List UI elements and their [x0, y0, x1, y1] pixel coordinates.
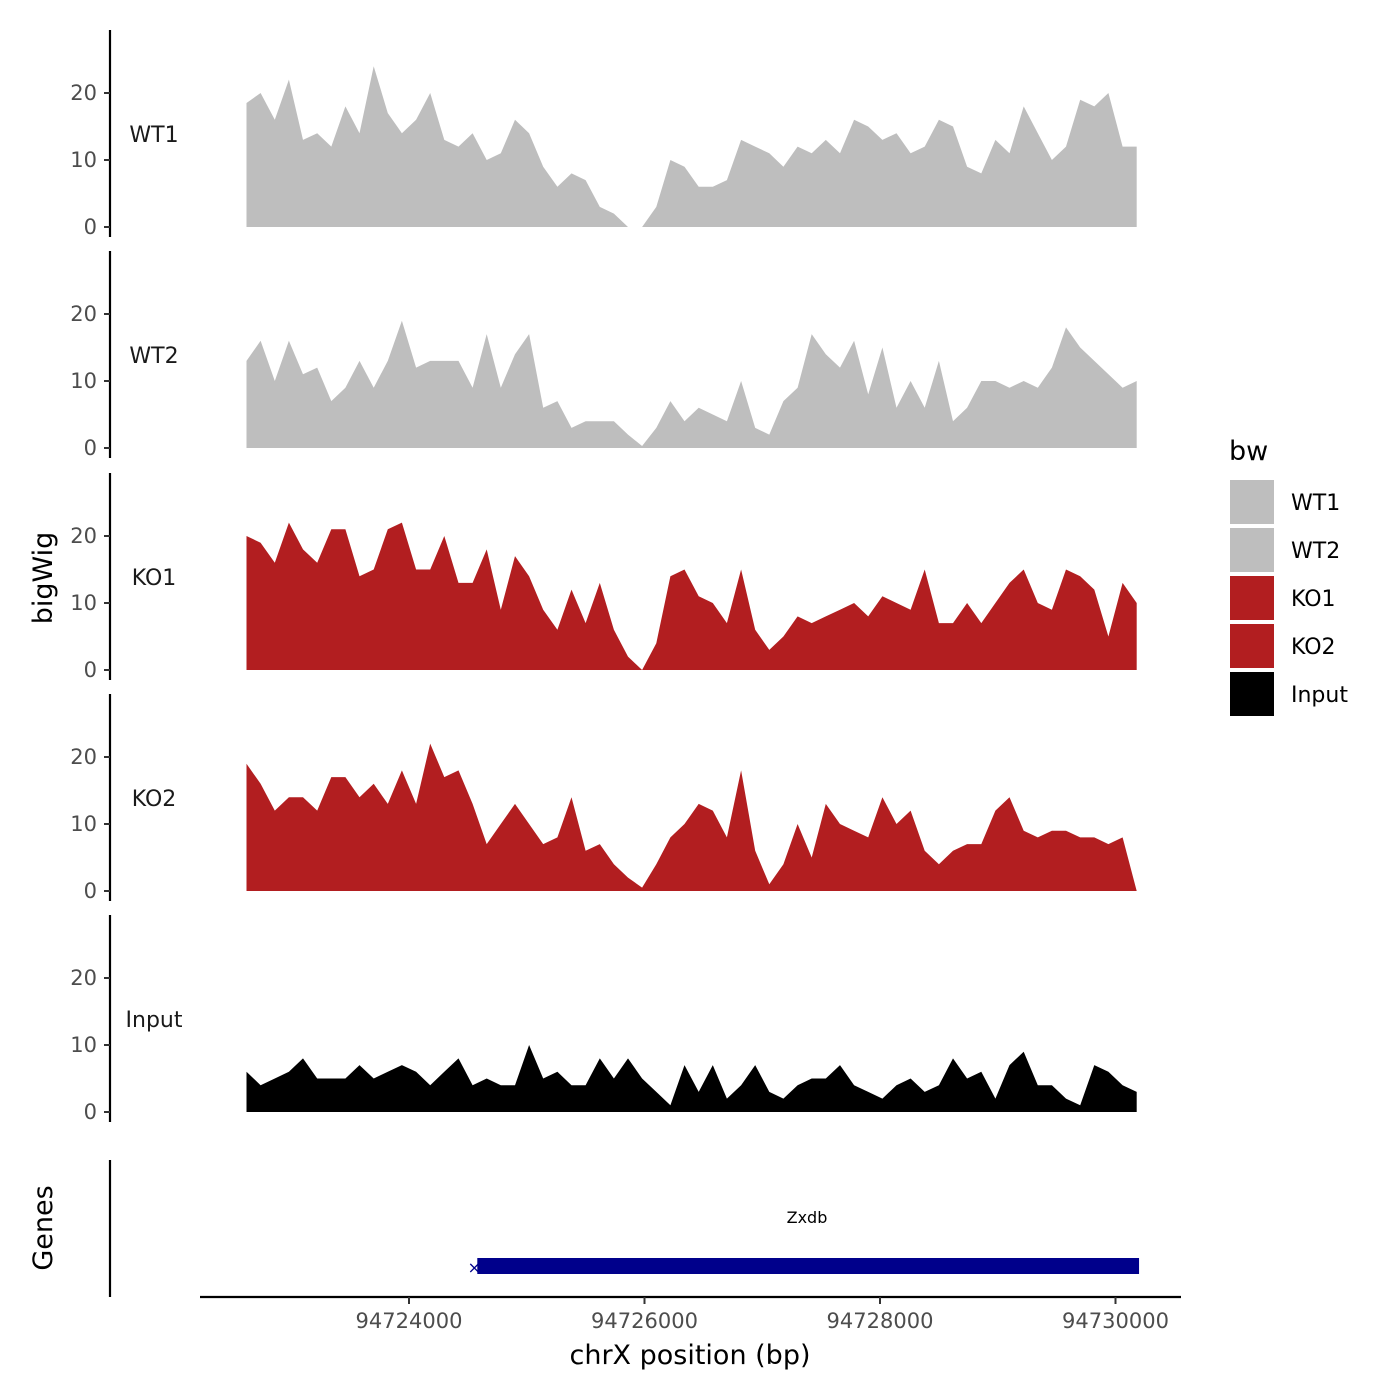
- y-tick-label: 10: [70, 148, 97, 172]
- y-tick-label: 20: [70, 966, 97, 990]
- coverage-area-ko1: [246, 522, 1137, 670]
- genes-track: Zxdb × Genes: [28, 1160, 1140, 1297]
- track-panel-input: 0 10 20 Input: [70, 915, 1137, 1124]
- legend-label: KO1: [1291, 587, 1336, 612]
- y-tick-label: 20: [70, 302, 97, 326]
- y-tick-label: 0: [84, 879, 97, 903]
- y-tick-label: 20: [70, 524, 97, 548]
- track-panel-ko2: 0 10 20 KO2: [70, 694, 1137, 903]
- legend-label: WT1: [1291, 491, 1340, 516]
- gene-bar: [477, 1258, 1140, 1274]
- coverage-area-wt2: [246, 320, 1137, 448]
- y-axis-title: bigWig: [28, 532, 59, 625]
- legend-label: WT2: [1291, 539, 1340, 564]
- coverage-area-wt1: [246, 66, 1137, 227]
- gene-label: Zxdb: [787, 1208, 828, 1227]
- y-tick-label: 10: [70, 591, 97, 615]
- track-panel-wt1: 0 10 20 WT1: [70, 30, 1137, 239]
- y-tick-label: 10: [70, 369, 97, 393]
- x-tick-label: 94730000: [1062, 1309, 1169, 1333]
- legend: bw WT1 WT2 KO1 KO2 Input: [1229, 436, 1348, 716]
- track-label: WT1: [129, 123, 178, 148]
- coverage-area-ko2: [246, 743, 1137, 891]
- legend-key-wt2: [1230, 528, 1274, 572]
- y-tick-label: 0: [84, 658, 97, 682]
- legend-title: bw: [1229, 436, 1268, 467]
- legend-key-input: [1230, 672, 1274, 716]
- x-axis: 94724000 94726000 94728000 94730000: [200, 1295, 1181, 1333]
- y-tick-label: 0: [84, 215, 97, 239]
- track-label: KO1: [132, 566, 177, 591]
- y-tick-label: 20: [70, 81, 97, 105]
- legend-label: Input: [1291, 683, 1348, 708]
- legend-key-wt1: [1230, 480, 1274, 524]
- track-panel-wt2: 0 10 20 WT2: [70, 251, 1137, 460]
- gene-strand-marker: ×: [468, 1258, 481, 1277]
- track-panel-ko1: 0 10 20 KO1: [70, 473, 1137, 682]
- y-tick-label: 20: [70, 745, 97, 769]
- y-tick-label: 0: [84, 1100, 97, 1124]
- x-tick-label: 94726000: [591, 1309, 698, 1333]
- coverage-area-input: [246, 1045, 1137, 1112]
- legend-key-ko1: [1230, 576, 1274, 620]
- x-tick-label: 94724000: [356, 1309, 463, 1333]
- x-axis-title: chrX position (bp): [569, 1340, 810, 1371]
- genes-axis-title: Genes: [28, 1185, 59, 1270]
- x-tick-label: 94728000: [827, 1309, 934, 1333]
- y-tick-label: 10: [70, 812, 97, 836]
- y-tick-label: 0: [84, 436, 97, 460]
- legend-label: KO2: [1291, 635, 1336, 660]
- track-label: WT2: [129, 344, 178, 369]
- y-tick-label: 10: [70, 1033, 97, 1057]
- track-label: KO2: [132, 787, 177, 812]
- track-label: Input: [126, 1008, 183, 1033]
- legend-key-ko2: [1230, 624, 1274, 668]
